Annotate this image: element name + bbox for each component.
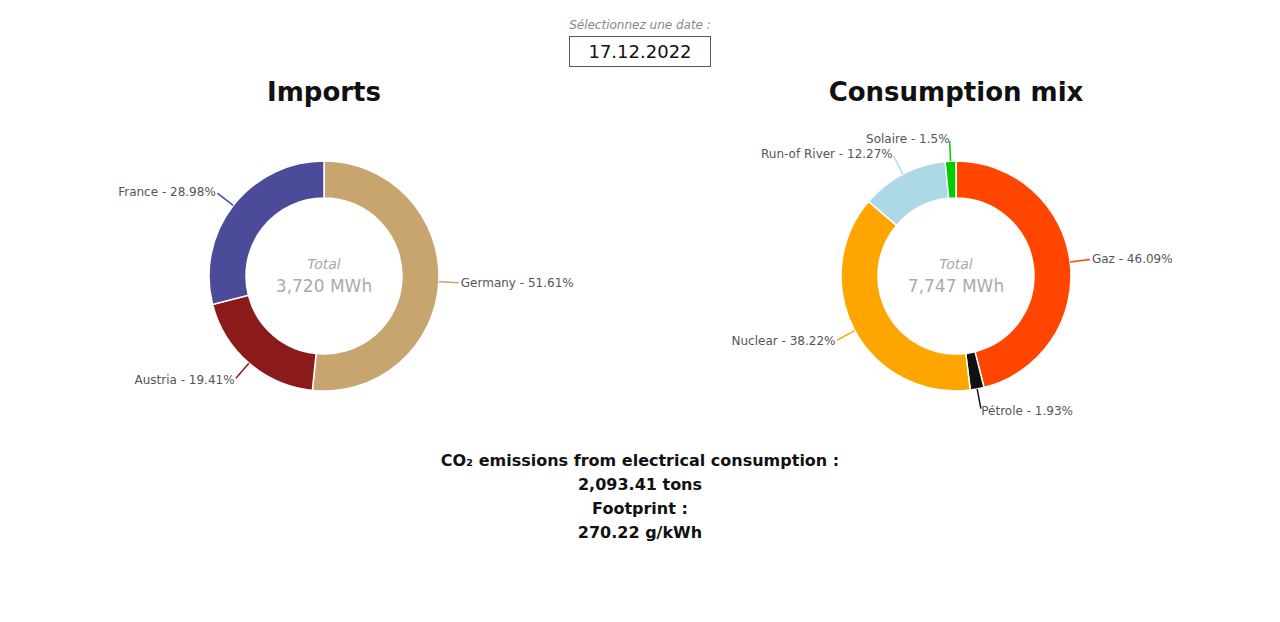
html-text:Total: Total	[307, 256, 341, 272]
svg-text:Germany - 51.61%: Germany - 51.61%	[461, 276, 574, 290]
html-text:Footprint :: Footprint :	[592, 499, 688, 518]
svg-text:Nuclear - 38.22%: Nuclear - 38.22%	[732, 334, 836, 348]
html-text:Total: Total	[939, 256, 973, 272]
svg-text:France - 28.98%: France - 28.98%	[118, 185, 216, 199]
html-text:Imports: Imports	[267, 77, 381, 107]
html-text:CO₂ emissions from electrical: CO₂ emissions from electrical consumptio…	[440, 451, 840, 470]
html-text:Sélectionnez une date :: Sélectionnez une date :	[569, 18, 711, 32]
html-text:Consumption mix: Consumption mix	[828, 77, 1084, 107]
html-text:270.22 g/kWh: 270.22 g/kWh	[577, 523, 703, 542]
html-text:17.12.2022: 17.12.2022	[588, 41, 692, 62]
html-text:7,747 MWh: 7,747 MWh	[907, 276, 1005, 296]
svg-text:Pétrole - 1.93%: Pétrole - 1.93%	[981, 404, 1073, 418]
html-text:3,720 MWh: 3,720 MWh	[275, 276, 373, 296]
svg-text:Solaire - 1.5%: Solaire - 1.5%	[866, 132, 949, 146]
html-text:2,093.41 tons: 2,093.41 tons	[578, 475, 702, 494]
svg-text:Austria - 19.41%: Austria - 19.41%	[134, 373, 234, 387]
svg-text:Gaz - 46.09%: Gaz - 46.09%	[1092, 252, 1173, 266]
svg-text:Run-of River - 12.27%: Run-of River - 12.27%	[761, 147, 893, 161]
